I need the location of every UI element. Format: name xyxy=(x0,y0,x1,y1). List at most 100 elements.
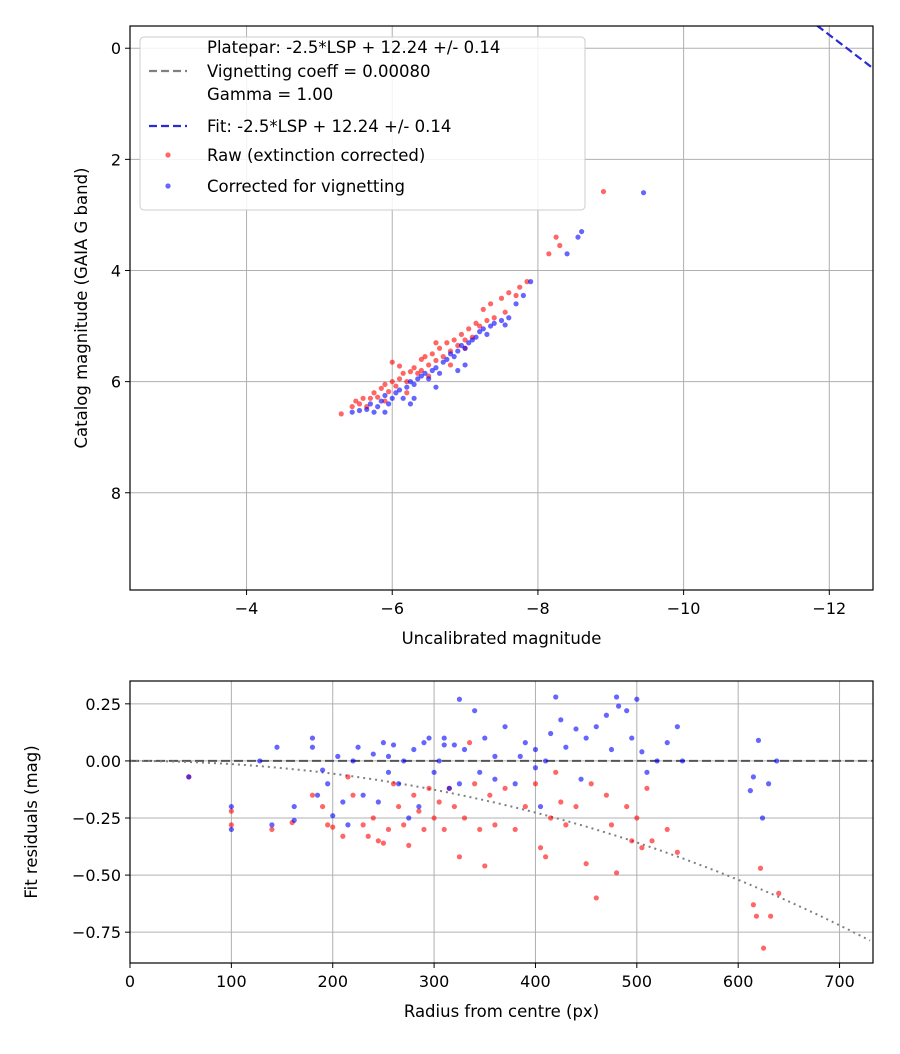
data-point xyxy=(365,833,371,839)
data-point xyxy=(492,822,498,828)
data-point xyxy=(385,401,392,407)
data-point xyxy=(360,822,366,828)
data-point xyxy=(466,326,472,332)
data-point xyxy=(664,826,670,833)
data-point xyxy=(553,769,559,775)
data-point xyxy=(350,792,356,798)
data-point xyxy=(382,392,388,399)
data-point xyxy=(436,345,443,351)
data-point xyxy=(291,803,297,810)
data-point xyxy=(340,833,346,839)
data-point xyxy=(404,379,410,385)
legend: Platepar: -2.5*LSP + 12.24 +/- 0.14 Vigne… xyxy=(139,36,586,211)
y-tick-label: 6 xyxy=(111,373,121,392)
data-point xyxy=(491,320,497,326)
data-point xyxy=(750,902,756,908)
data-point xyxy=(228,803,234,810)
data-point xyxy=(186,774,192,780)
data-point xyxy=(613,694,620,700)
data-point xyxy=(400,395,406,401)
data-point xyxy=(649,838,655,844)
y-tick-label: 2 xyxy=(111,150,121,169)
data-point xyxy=(440,354,446,360)
data-point xyxy=(360,792,366,798)
data-point xyxy=(350,758,356,764)
data-point xyxy=(380,740,387,746)
data-point xyxy=(349,404,355,410)
data-point xyxy=(411,792,417,798)
data-point xyxy=(482,735,488,741)
data-point xyxy=(451,354,457,360)
data-point xyxy=(558,717,564,723)
vignetting-curve xyxy=(130,759,871,942)
data-point xyxy=(257,758,263,764)
data-point xyxy=(426,376,432,382)
data-point xyxy=(462,337,468,343)
data-point xyxy=(390,781,397,787)
data-point xyxy=(411,381,417,388)
data-point xyxy=(356,407,363,414)
data-point xyxy=(520,292,526,299)
data-point xyxy=(640,190,647,196)
data-point xyxy=(528,279,534,285)
y-tick-label: 0 xyxy=(111,39,121,58)
data-point xyxy=(492,753,498,759)
data-point xyxy=(385,389,392,395)
data-point xyxy=(411,395,417,401)
data-point xyxy=(512,781,518,787)
data-point xyxy=(456,854,463,860)
data-point xyxy=(634,815,640,821)
top-chart-frame xyxy=(129,25,874,591)
magnitude-calibration-chart: −4 −6 −8 −10 −12 0 2 4 6 8 Uncalibrated magnitude… xyxy=(72,25,874,648)
data-point xyxy=(370,751,376,757)
data-point xyxy=(382,409,388,415)
data-point xyxy=(433,365,439,371)
data-point xyxy=(588,781,594,787)
data-point xyxy=(603,712,610,718)
data-point xyxy=(624,708,630,714)
data-point xyxy=(639,845,645,851)
data-point xyxy=(447,351,454,357)
data-point xyxy=(401,822,407,828)
data-point xyxy=(532,781,539,787)
x-tick-label: 0 xyxy=(125,972,135,991)
bottom-chart-grid xyxy=(129,681,873,963)
data-point xyxy=(429,367,435,374)
data-point xyxy=(375,838,381,844)
data-point xyxy=(407,379,414,385)
data-point xyxy=(462,362,468,368)
data-point xyxy=(378,385,384,391)
data-point xyxy=(558,799,564,805)
data-point xyxy=(755,737,762,743)
data-point xyxy=(378,398,384,404)
data-point xyxy=(415,370,421,376)
data-point xyxy=(458,331,465,337)
data-point xyxy=(679,758,686,764)
data-point xyxy=(447,362,454,368)
data-point xyxy=(593,895,599,901)
data-point xyxy=(557,242,563,249)
data-point xyxy=(774,758,780,764)
data-point xyxy=(441,735,447,741)
data-point xyxy=(356,401,363,407)
data-point xyxy=(472,708,478,714)
data-point xyxy=(498,295,505,301)
data-point xyxy=(431,769,437,775)
data-point xyxy=(537,803,544,810)
data-point xyxy=(228,826,234,833)
data-point xyxy=(228,808,234,814)
data-point xyxy=(484,331,490,337)
data-point xyxy=(498,317,505,324)
data-point xyxy=(608,746,615,753)
data-point xyxy=(431,815,437,821)
data-point xyxy=(462,345,468,351)
data-point xyxy=(456,696,463,702)
data-point xyxy=(532,765,539,771)
data-point xyxy=(473,320,479,326)
data-point xyxy=(335,753,341,759)
data-point xyxy=(401,758,407,764)
data-point xyxy=(593,724,599,730)
data-point xyxy=(674,849,680,855)
data-point xyxy=(390,742,397,748)
